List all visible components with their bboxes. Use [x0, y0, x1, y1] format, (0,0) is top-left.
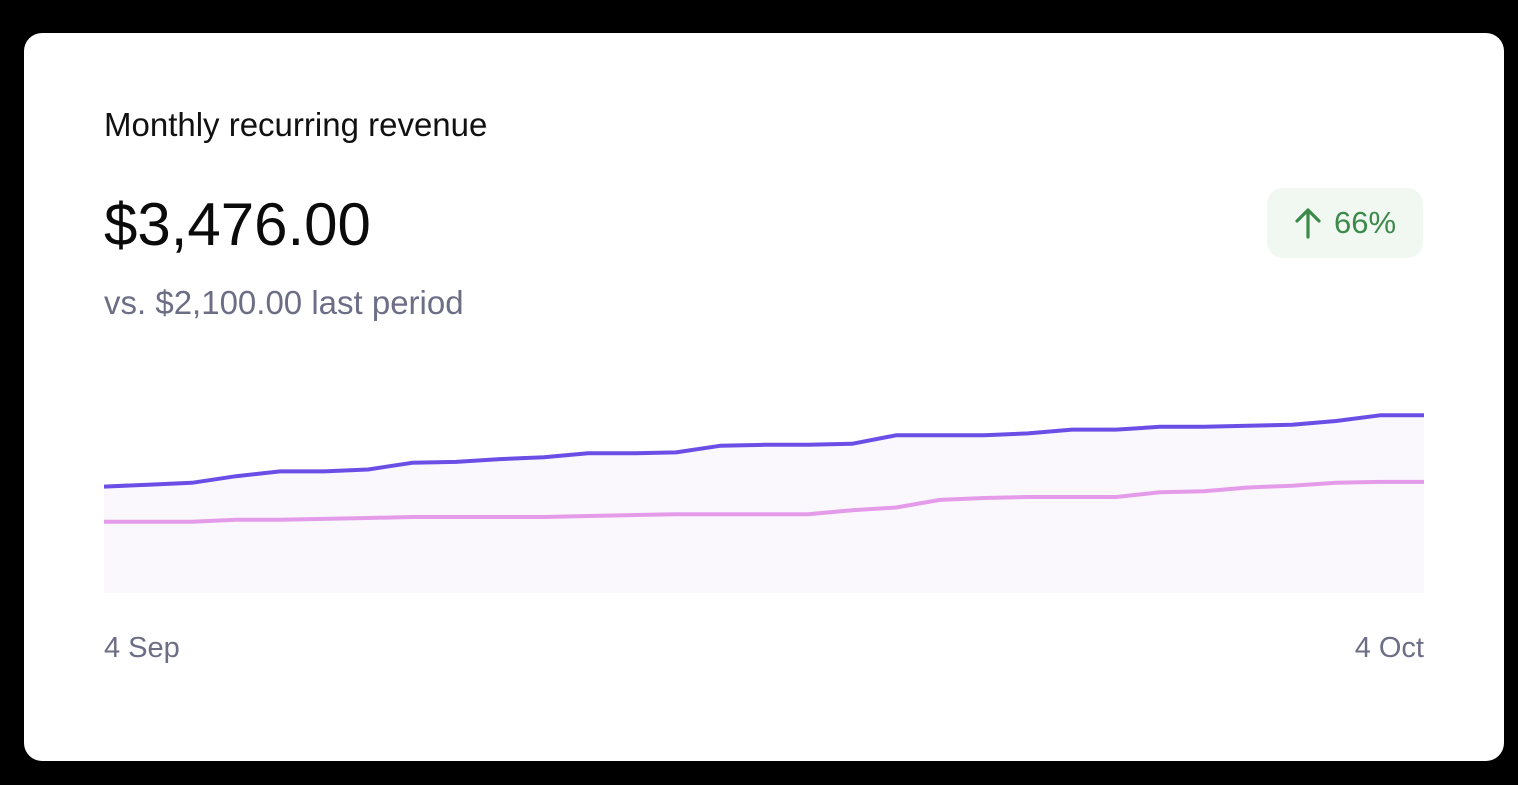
revenue-line-chart	[104, 403, 1424, 593]
arrow-up-icon	[1295, 208, 1321, 239]
mrr-value: $3,476.00	[104, 191, 371, 258]
previous-period-line	[104, 482, 1424, 522]
mrr-card: Monthly recurring revenue $3,476.00 vs. …	[24, 33, 1504, 761]
comparison-text: vs. $2,100.00 last period	[104, 284, 464, 321]
change-badge: 66%	[1267, 188, 1423, 258]
current-period-line	[104, 415, 1424, 486]
current-area-fill	[104, 415, 1424, 593]
card-title: Monthly recurring revenue	[104, 106, 488, 143]
change-percent: 66%	[1333, 205, 1397, 240]
x-axis-end-label: 4 Oct	[1354, 632, 1424, 664]
x-axis-start-label: 4 Sep	[104, 632, 180, 664]
